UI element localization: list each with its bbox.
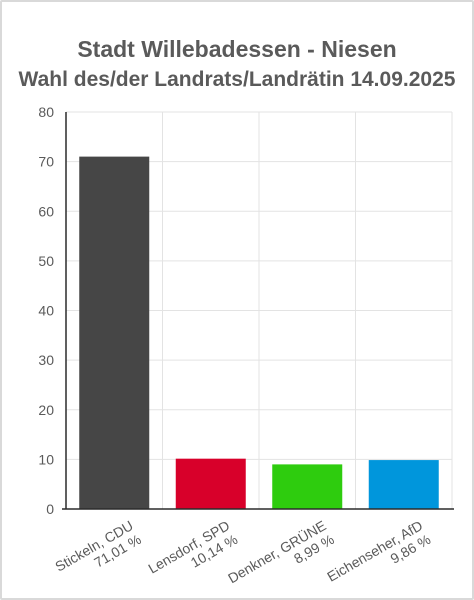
y-tick-label: 20 (38, 402, 54, 418)
y-tick-label: 70 (38, 154, 54, 170)
y-tick-label: 40 (38, 303, 54, 319)
chart-subtitle: Wahl des/der Landrats/Landrätin 14.09.20… (18, 68, 456, 91)
y-tick-label: 30 (38, 352, 54, 368)
bar (79, 156, 150, 510)
bar (175, 458, 246, 509)
y-tick-label: 50 (38, 253, 54, 269)
bar (368, 460, 439, 509)
y-tick-label: 10 (38, 451, 54, 467)
bar (272, 464, 343, 509)
y-tick-label: 60 (38, 203, 54, 219)
y-tick-label: 0 (46, 501, 54, 517)
chart-title: Stadt Willebadessen - Niesen (77, 36, 397, 62)
y-tick-label: 80 (38, 104, 54, 120)
